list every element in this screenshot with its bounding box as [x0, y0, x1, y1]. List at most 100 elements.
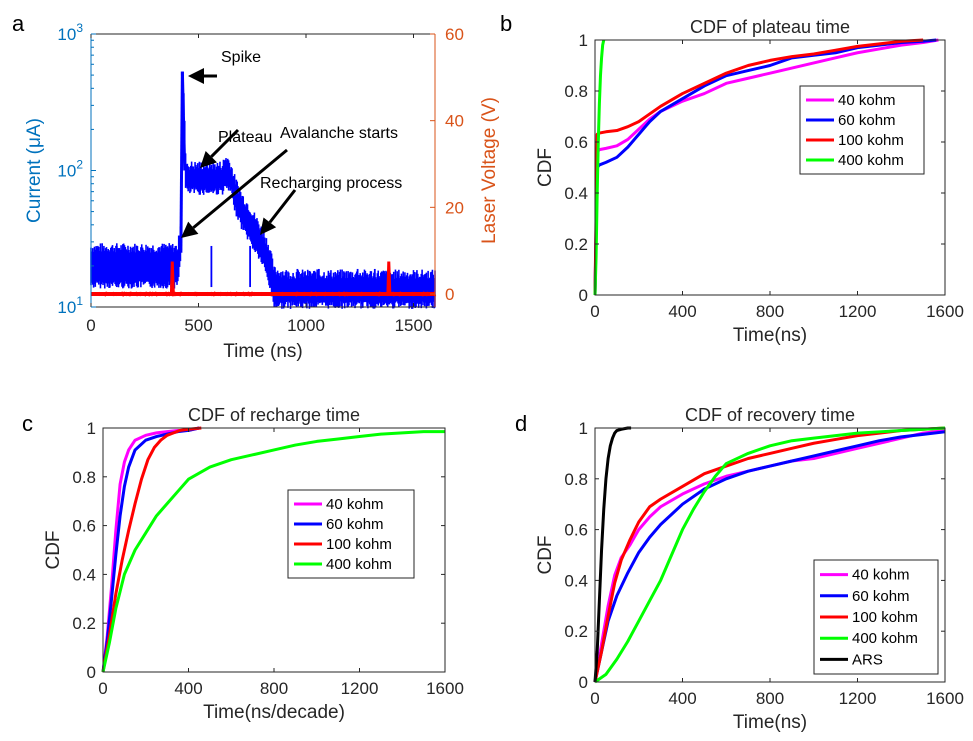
y-tick-label: 0.2	[72, 614, 96, 633]
y-left-tick-label: 101	[57, 294, 83, 317]
series-line-60-kohm	[101, 426, 200, 673]
chart-title: CDF of recharge time	[188, 405, 360, 425]
panel-label-c: c	[22, 411, 33, 436]
annotation-arrowhead	[181, 221, 199, 238]
x-tick-label: 1500	[395, 316, 433, 335]
y-tick-label: 1	[579, 31, 588, 50]
chart-title: CDF of recovery time	[685, 405, 855, 425]
y-tick-label: 0	[579, 286, 588, 305]
x-axis-label: Time(ns/decade)	[203, 702, 345, 723]
x-axis-label: Time (ns)	[223, 341, 303, 362]
annotation-arrow	[268, 189, 297, 224]
series-line-100-kohm	[593, 38, 924, 296]
legend: 40 kohm 60 kohm 100 kohm 400 kohm ARS	[813, 559, 939, 675]
x-tick-label: 1000	[287, 316, 325, 335]
panel-label-d: d	[515, 411, 527, 436]
series-line-400-kohm	[593, 39, 606, 296]
x-tick-label: 0	[98, 679, 107, 698]
x-tick-label: 800	[756, 302, 784, 321]
y-axis-label: CDF	[535, 535, 556, 574]
x-axis-label: Time(ns)	[733, 325, 807, 346]
legend: 40 kohm 60 kohm 100 kohm 400 kohm	[287, 489, 415, 579]
x-tick-label: 1600	[926, 302, 964, 321]
annotation-arrow	[192, 148, 288, 229]
x-axis-label: Time(ns)	[733, 712, 807, 733]
y-tick-label: 1	[87, 419, 96, 438]
laser-pulse	[169, 261, 175, 295]
series-line-100-kohm	[101, 426, 202, 673]
chart-title: CDF of plateau time	[690, 17, 850, 37]
y-tick-label: 0.6	[564, 133, 588, 152]
y-right-tick-label: 0	[445, 285, 454, 304]
series-line-400-kohm	[594, 426, 946, 684]
legend-entry: 60 kohm	[852, 588, 910, 605]
legend-entry: 60 kohm	[326, 516, 384, 533]
x-tick-label: 800	[260, 679, 288, 698]
x-tick-label: 1200	[341, 679, 379, 698]
laser-voltage-trace	[90, 261, 437, 297]
y-right-tick-label: 60	[445, 25, 464, 44]
legend-entry: 40 kohm	[326, 496, 384, 513]
legend-entry: 60 kohm	[838, 112, 896, 129]
legend-entry: 100 kohm	[838, 132, 904, 149]
y-tick-label: 1	[579, 419, 588, 438]
series-line-40-kohm	[593, 38, 939, 296]
panel-d: d 0 400 800 1200 1600 0 0.2 0.4 0.6 0.8 1 CDF of rec…	[515, 405, 964, 733]
annotation-label: Recharging process	[260, 175, 402, 192]
x-tick-label: 400	[668, 689, 696, 708]
y-tick-label: 0.6	[564, 521, 588, 540]
panel-c: c 0 400 800 1200 1600 0 0.2 0.4 0.6 0.8 1 CDF of rec…	[22, 405, 464, 723]
y-axis-label: CDF	[535, 148, 556, 187]
x-tick-label: 800	[756, 689, 784, 708]
legend-entry: 400 kohm	[852, 630, 918, 647]
y-tick-label: 0.2	[564, 235, 588, 254]
x-tick-label: 1600	[426, 679, 464, 698]
annotation-label: Plateau	[218, 129, 272, 146]
y-tick-label: 0.2	[564, 622, 588, 641]
y-tick-label: 0.4	[72, 565, 96, 584]
y-axis-label: CDF	[43, 530, 64, 569]
y-tick-label: 0.8	[72, 468, 96, 487]
y-right-tick-label: 40	[445, 112, 464, 131]
x-tick-label: 1200	[839, 689, 877, 708]
y-axis-label-right: Laser Voltage (V)	[479, 97, 500, 244]
x-tick-label: 0	[590, 302, 599, 321]
annotation-arrow	[210, 128, 240, 158]
panel-label-a: a	[12, 11, 25, 36]
series-line-ARS	[593, 426, 632, 683]
y-tick-label: 0.8	[564, 470, 588, 489]
legend-entry: ARS	[852, 651, 883, 668]
series-line-60-kohm	[593, 430, 946, 683]
series-line-100-kohm	[593, 426, 946, 683]
annotation-arrowhead	[200, 151, 217, 168]
x-tick-label: 500	[184, 316, 212, 335]
y-tick-label: 0.4	[564, 184, 588, 203]
legend-entry: 400 kohm	[838, 152, 904, 169]
legend-entry: 100 kohm	[852, 609, 918, 626]
y-tick-label: 0	[579, 673, 588, 692]
legend-entry: 40 kohm	[852, 567, 910, 584]
annotation-arrowhead	[188, 68, 204, 84]
series-line-400-kohm	[101, 430, 445, 673]
legend: 40 kohm 60 kohm 100 kohm 400 kohm	[799, 85, 925, 175]
y-tick-label: 0.6	[72, 517, 96, 536]
x-tick-label: 1200	[839, 302, 877, 321]
y-tick-label: 0.8	[564, 82, 588, 101]
y-axis-label-left: Current (μA)	[24, 118, 45, 223]
y-left-tick-label: 103	[57, 21, 83, 44]
x-tick-label: 400	[174, 679, 202, 698]
legend-entry: 40 kohm	[838, 92, 896, 109]
y-left-tick-label: 102	[57, 158, 83, 181]
panel-b: b 0 400 800 1200 1600 0 0.2 0.4 0.6 0.8 1 CDF of pla…	[500, 11, 964, 346]
annotation-arrowhead	[260, 217, 277, 235]
x-tick-label: 1600	[926, 689, 964, 708]
annotations: Spike Plateau Avalanche starts Recharging p…	[181, 49, 402, 238]
panel-a: a 0 500 1000 1500 101 102 103 0 20 40 60 Time (ns) Cu…	[12, 11, 500, 362]
legend-entry: 400 kohm	[326, 556, 392, 573]
x-tick-label: 400	[668, 302, 696, 321]
x-tick-label: 0	[590, 689, 599, 708]
legend-entry: 100 kohm	[326, 536, 392, 553]
x-tick-label: 0	[86, 316, 95, 335]
annotation-label: Avalanche starts	[280, 125, 398, 142]
